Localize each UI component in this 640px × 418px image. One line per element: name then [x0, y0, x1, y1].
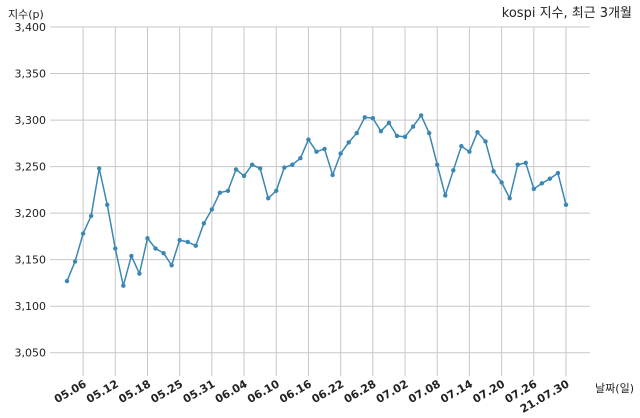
- data-point: [145, 236, 150, 241]
- x-tick-label: 06.16: [277, 377, 314, 406]
- data-point: [121, 283, 126, 288]
- y-tick-label: 3,200: [15, 207, 47, 220]
- data-point: [249, 162, 255, 167]
- data-point: [402, 134, 408, 140]
- x-axis-label: 날짜(일): [595, 381, 634, 395]
- data-point: [209, 207, 215, 212]
- data-point: [507, 196, 512, 201]
- data-point: [80, 231, 86, 236]
- x-tick-label: 06.22: [310, 377, 347, 406]
- x-tick-label: 06.04: [213, 377, 250, 406]
- data-point: [394, 133, 400, 139]
- data-point: [322, 146, 327, 152]
- data-point: [266, 196, 271, 201]
- y-axis-label: 지수(p): [8, 8, 44, 21]
- y-tick-label: 3,400: [15, 21, 47, 34]
- y-tick-label: 3,100: [15, 300, 47, 313]
- x-tick-label: 05.31: [181, 377, 218, 406]
- data-point: [426, 130, 432, 136]
- y-tick-label: 3,250: [15, 161, 47, 174]
- data-point: [467, 149, 472, 154]
- data-point: [88, 213, 94, 219]
- data-point: [491, 169, 496, 174]
- data-point: [137, 271, 142, 276]
- data-point: [330, 172, 335, 178]
- x-tick-label: 05.12: [84, 377, 121, 406]
- data-point: [201, 221, 207, 226]
- data-point: [386, 120, 392, 126]
- data-point: [274, 188, 279, 193]
- data-point: [410, 124, 416, 129]
- data-point: [153, 246, 158, 251]
- data-point: [306, 137, 311, 142]
- data-point: [113, 246, 118, 251]
- data-point: [515, 162, 520, 167]
- data-point: [161, 250, 166, 256]
- x-tick-label: 07.02: [374, 377, 411, 406]
- data-point: [257, 166, 263, 171]
- data-point: [378, 129, 384, 134]
- x-tick-label: 07.14: [438, 377, 475, 406]
- data-point: [177, 237, 182, 243]
- y-tick-label: 3,050: [15, 347, 47, 360]
- data-point: [531, 186, 537, 192]
- x-tick-label: 05.06: [52, 377, 89, 406]
- y-tick-label: 3,150: [15, 254, 47, 267]
- x-tick-label: 07.20: [470, 377, 507, 406]
- data-point: [563, 202, 569, 207]
- x-tick-label: 06.10: [245, 377, 282, 406]
- data-point: [129, 253, 134, 259]
- data-point: [523, 160, 528, 166]
- data-point: [451, 168, 456, 173]
- data-point: [105, 202, 110, 207]
- data-point: [362, 115, 367, 120]
- data-point: [217, 190, 223, 195]
- data-point: [290, 162, 295, 167]
- data-point: [338, 151, 343, 156]
- chart-title: kospi 지수, 최근 3개월: [502, 6, 632, 21]
- data-point: [483, 139, 488, 144]
- data-point: [185, 239, 190, 245]
- data-point: [233, 167, 239, 172]
- data-point: [96, 166, 102, 171]
- series-line: [66, 113, 567, 286]
- y-tick-label: 3,350: [15, 68, 47, 81]
- data-point: [435, 162, 440, 167]
- x-tick-label: 07.08: [406, 377, 443, 406]
- x-tick-label: 05.18: [116, 377, 153, 406]
- data-point: [314, 149, 319, 154]
- data-point: [298, 156, 303, 161]
- data-point: [282, 165, 287, 170]
- data-point: [241, 173, 247, 179]
- data-point: [72, 259, 78, 264]
- y-tick-label: 3,300: [15, 114, 47, 127]
- data-point: [499, 180, 504, 185]
- data-point: [225, 188, 231, 193]
- data-point: [475, 129, 480, 135]
- data-point: [193, 243, 198, 248]
- data-point: [354, 130, 359, 136]
- data-point: [443, 193, 448, 198]
- x-tick-label: 05.25: [149, 377, 186, 406]
- data-point: [547, 176, 553, 181]
- data-point: [370, 116, 376, 121]
- data-point: [459, 143, 464, 149]
- data-point: [418, 113, 424, 118]
- data-point: [555, 170, 561, 176]
- data-point: [539, 181, 545, 186]
- x-tick-label: 06.28: [342, 377, 379, 406]
- data-point: [346, 140, 351, 145]
- data-point: [64, 278, 70, 284]
- data-point: [169, 263, 174, 268]
